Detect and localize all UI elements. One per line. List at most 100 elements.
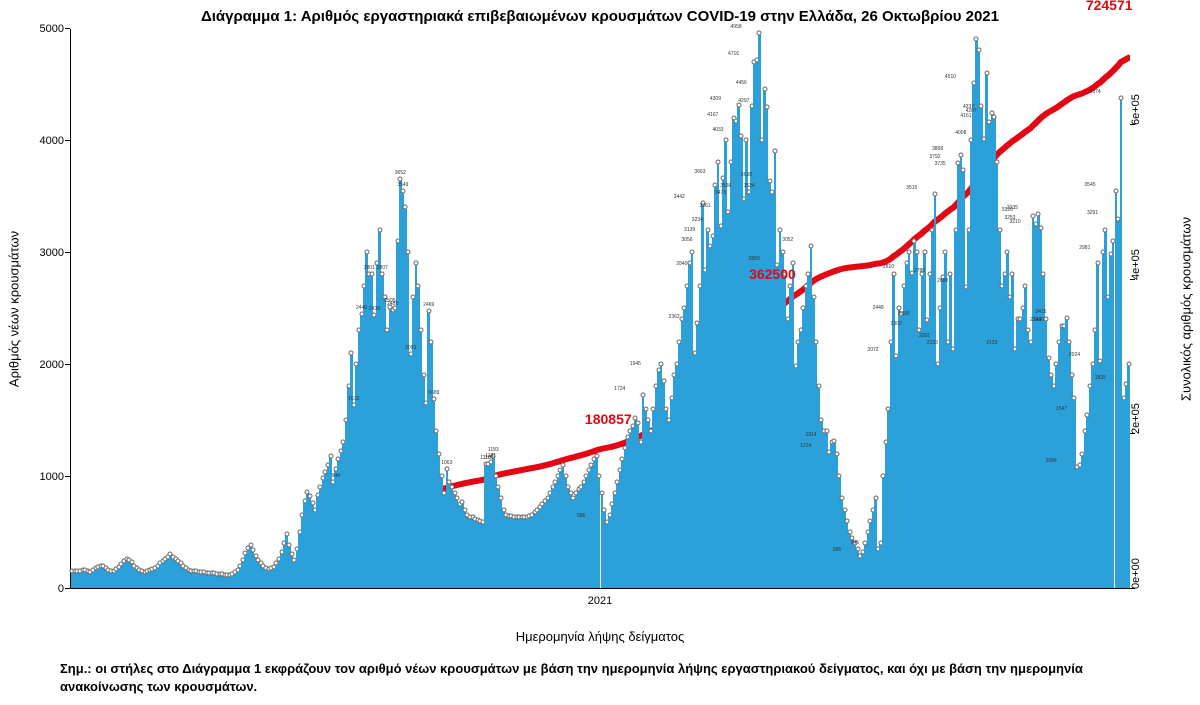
bar-marker [462, 507, 467, 512]
x-axis-row: 2021 [0, 589, 1200, 625]
bar-marker [1103, 227, 1108, 232]
bar-value-label: 3652 [395, 170, 406, 176]
bar-marker [943, 250, 948, 255]
bar-marker [705, 227, 710, 232]
chart-container: Διάγραμμα 1: Αριθμός εργαστηριακά επιβεβ… [0, 0, 1200, 705]
bar-value-label: 944 [332, 473, 340, 479]
bar-marker [406, 250, 411, 255]
bar-marker [723, 138, 728, 143]
bar-value-label: 1724 [614, 386, 625, 392]
bar-value-label: 586 [577, 513, 585, 519]
bar-value-label: 2883 [749, 256, 760, 262]
bar-marker [997, 227, 1002, 232]
bar-value-label: 2840 [676, 261, 687, 267]
bar-value-label: 3638 [741, 172, 752, 178]
bar-marker [744, 138, 749, 143]
bar-value-label: 4167 [707, 112, 718, 118]
bar-marker [1118, 96, 1123, 101]
bar-marker [434, 429, 439, 434]
bar-value-label: 4207 [966, 108, 977, 114]
bar-marker [1010, 272, 1015, 277]
bar-value-label: 2448 [873, 305, 884, 311]
bar-marker [444, 466, 449, 471]
bar-marker [819, 418, 824, 423]
bar-marker [772, 149, 777, 154]
bar-value-label: 3735 [935, 161, 946, 167]
chart-footnote: Σημ.: οι στήλες στο Διάγραμμα 1 εκφράζου… [0, 656, 1200, 705]
bar-marker [816, 384, 821, 389]
bar-marker [847, 530, 852, 535]
bar-value-label: 1689 [428, 390, 439, 396]
bar-marker [1025, 328, 1030, 333]
bar-marker [251, 547, 256, 552]
y-right-tick: 6e+05 [1130, 94, 1142, 125]
y-left-tick: 3000 [40, 247, 64, 259]
bar-value-label: 3792 [929, 154, 940, 160]
bar-marker [429, 339, 434, 344]
bar-value-label: 3473 [715, 190, 726, 196]
bar-value-label: 3534 [743, 183, 754, 189]
bar-value-label: 2201 [919, 333, 930, 339]
y-axis-right-label: Συνολικός αριθμός κρουσμάτων [1179, 217, 1194, 401]
bar-value-label: 3361 [700, 203, 711, 209]
bar-marker [1049, 373, 1054, 378]
y-left-tick: 0 [58, 583, 64, 595]
bar-marker [416, 283, 421, 288]
bar-value-label: 4161 [960, 113, 971, 119]
bar-value-label: 2024 [1069, 352, 1080, 358]
bar-value-label: 1121 [485, 453, 496, 459]
bar-marker [1023, 283, 1028, 288]
bar-value-label: 3442 [674, 194, 685, 200]
bar-marker [594, 453, 599, 458]
bar-marker [418, 328, 423, 333]
bar-value-label: 2072 [867, 347, 878, 353]
y-left-tick: 5000 [40, 23, 64, 35]
y-right-tick: 0e+00 [1130, 558, 1142, 589]
x-axis-label: Ημερομηνία λήψης δείγματος [0, 629, 1200, 644]
bar-value-label: 2469 [423, 302, 434, 308]
bar-value-label: 3139 [684, 227, 695, 233]
annotation-label: 362500 [749, 266, 796, 282]
bar-marker [643, 406, 648, 411]
bar-value-label: 3291 [1087, 210, 1098, 216]
plot-row: Αριθμός νέων κρουσμάτων 0100020003000400… [0, 29, 1200, 589]
bar-marker [842, 507, 847, 512]
y-right-tick: 2e+05 [1130, 404, 1142, 435]
bar-marker [566, 485, 571, 490]
bar-value-label: 1214 [800, 443, 811, 449]
bar-value-label: 2302 [891, 321, 902, 327]
bar-marker [452, 490, 457, 495]
bar-value-label: 345 [851, 540, 859, 546]
bar-marker [922, 250, 927, 255]
bar-marker [380, 271, 385, 276]
bar-marker [778, 227, 783, 232]
bar-marker [1046, 356, 1051, 361]
bar-value-label: 2415 [1035, 309, 1046, 315]
bar-marker [850, 535, 855, 540]
bar-marker [449, 485, 454, 490]
bar-marker [958, 152, 963, 157]
bar-value-label: 4008 [955, 130, 966, 136]
bar-value-label: 3052 [782, 237, 793, 243]
y-left-tick: 2000 [40, 359, 64, 371]
bar-marker [811, 294, 816, 299]
bar-marker [431, 396, 436, 401]
bar-marker [661, 378, 666, 383]
bar-value-label: 3545 [1084, 182, 1095, 188]
bar-marker [599, 490, 604, 495]
bar-value-label: 2981 [1079, 245, 1090, 251]
bar-marker [377, 227, 382, 232]
bar-marker [690, 250, 695, 255]
bar-marker [979, 104, 984, 109]
bar-marker [1036, 212, 1041, 217]
bar-marker [814, 339, 819, 344]
bar-value-label: 2133 [986, 340, 997, 346]
bar-value-label: 2690 [937, 278, 948, 284]
bar-marker [328, 453, 333, 458]
bar-marker [364, 250, 369, 255]
bar-marker [496, 485, 501, 490]
bar-value-label: 1825 [1095, 375, 1106, 381]
bar-value-label: 3663 [694, 169, 705, 175]
bar-marker [460, 499, 465, 504]
bar-marker [992, 114, 997, 119]
